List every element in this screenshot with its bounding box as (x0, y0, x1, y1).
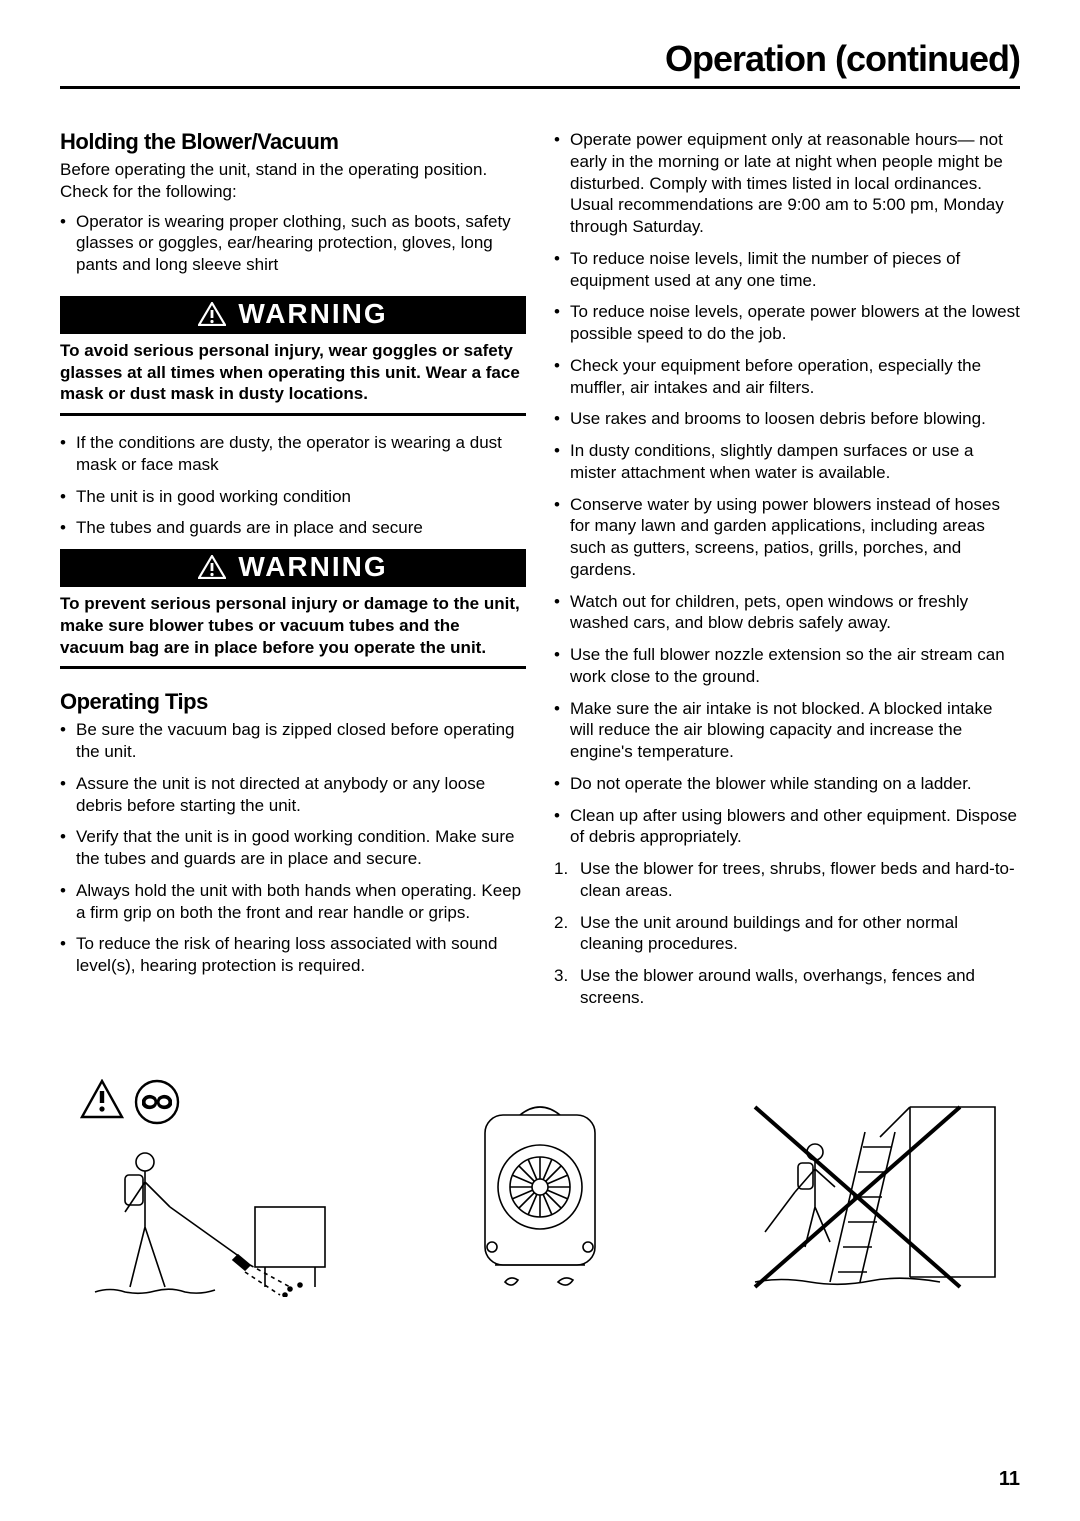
intro-text-1: Before operating the unit, stand in the … (60, 159, 526, 203)
list-item: Use the blower around walls, overhangs, … (554, 965, 1020, 1009)
heading-operating-tips: Operating Tips (60, 689, 526, 715)
list-item: Use rakes and brooms to loosen debris be… (554, 408, 1020, 430)
operator-illustration (90, 1137, 330, 1297)
warning-triangle-icon (198, 555, 226, 579)
holding-list-1: Operator is wearing proper clothing, suc… (60, 211, 526, 276)
list-item: Always hold the unit with both hands whe… (60, 880, 526, 924)
no-ladder-illustration (740, 1097, 1000, 1297)
page-title: Operation (continued) (60, 38, 1020, 80)
warning-text-1: To avoid serious personal injury, wear g… (60, 340, 526, 416)
list-item: Make sure the air intake is not blocked.… (554, 698, 1020, 763)
right-numbered-list: Use the blower for trees, shrubs, flower… (554, 858, 1020, 1009)
list-item: If the conditions are dusty, the operato… (60, 432, 526, 476)
list-item: Use the blower for trees, shrubs, flower… (554, 858, 1020, 902)
page-number: 11 (999, 1468, 1020, 1491)
warning-triangle-icon (198, 302, 226, 326)
list-item: Do not operate the blower while standing… (554, 773, 1020, 795)
list-item: Use the unit around buildings and for ot… (554, 912, 1020, 956)
title-rule (60, 86, 1020, 89)
figure-blower-unit (390, 1097, 690, 1297)
list-item: The tubes and guards are in place and se… (60, 517, 526, 539)
list-item: Operator is wearing proper clothing, suc… (60, 211, 526, 276)
figure-operator (60, 1079, 360, 1297)
warning-bar: WARNING (60, 549, 526, 587)
list-item: Conserve water by using power blowers in… (554, 494, 1020, 581)
operating-tips-list: Be sure the vacuum bag is zipped closed … (60, 719, 526, 977)
right-column: Operate power equipment only at reasonab… (554, 129, 1020, 1019)
list-item: Use the full blower nozzle extension so … (554, 644, 1020, 688)
blower-unit-illustration (450, 1097, 630, 1297)
right-bullet-list: Operate power equipment only at reasonab… (554, 129, 1020, 848)
warning-bar: WARNING (60, 296, 526, 334)
list-item: Operate power equipment only at reasonab… (554, 129, 1020, 238)
figures-row (60, 1079, 1020, 1297)
warning-triangle-icon (80, 1079, 124, 1119)
heading-holding-blower: Holding the Blower/Vacuum (60, 129, 526, 155)
list-item: In dusty conditions, slightly dampen sur… (554, 440, 1020, 484)
figure-no-ladder (720, 1097, 1020, 1297)
list-item: Be sure the vacuum bag is zipped closed … (60, 719, 526, 763)
list-item: Clean up after using blowers and other e… (554, 805, 1020, 849)
list-item: To reduce the risk of hearing loss assoc… (60, 933, 526, 977)
warning-label: WARNING (238, 298, 387, 330)
warning-box-1: WARNING To avoid serious personal injury… (60, 296, 526, 416)
content-columns: Holding the Blower/Vacuum Before operati… (60, 129, 1020, 1019)
warning-label: WARNING (238, 551, 387, 583)
list-item: Watch out for children, pets, open windo… (554, 591, 1020, 635)
left-column: Holding the Blower/Vacuum Before operati… (60, 129, 526, 1019)
holding-list-2: If the conditions are dusty, the operato… (60, 432, 526, 539)
warning-box-2: WARNING To prevent serious personal inju… (60, 549, 526, 669)
list-item: Check your equipment before operation, e… (554, 355, 1020, 399)
list-item: Verify that the unit is in good working … (60, 826, 526, 870)
list-item: Assure the unit is not directed at anybo… (60, 773, 526, 817)
list-item: To reduce noise levels, operate power bl… (554, 301, 1020, 345)
goggles-icon (134, 1079, 180, 1125)
list-item: The unit is in good working condition (60, 486, 526, 508)
warning-text-2: To prevent serious personal injury or da… (60, 593, 526, 669)
list-item: To reduce noise levels, limit the number… (554, 248, 1020, 292)
